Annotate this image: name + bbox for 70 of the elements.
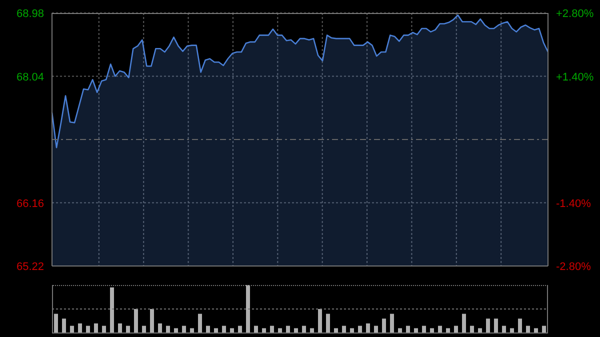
bar: [118, 323, 122, 333]
bar: [198, 314, 202, 333]
y-tick-label: 66.16: [16, 198, 44, 210]
bar: [462, 314, 466, 333]
bar: [54, 314, 58, 333]
bar: [62, 318, 66, 333]
bar: [142, 326, 146, 333]
bar: [134, 309, 138, 333]
bar: [238, 326, 242, 333]
bar: [422, 326, 426, 333]
bar: [478, 328, 482, 333]
bar: [254, 326, 258, 333]
bar: [406, 326, 410, 333]
bar: [166, 326, 170, 333]
bar: [542, 326, 546, 333]
bar: [70, 326, 74, 333]
bar: [526, 326, 530, 333]
y-tick-label: 68.04: [16, 71, 44, 84]
bar: [350, 328, 354, 333]
bar: [78, 323, 82, 333]
bar: [294, 328, 298, 333]
y2-tick-label: -1.40%: [556, 198, 592, 210]
bar: [190, 328, 194, 333]
bar: [102, 326, 106, 333]
bar: [366, 323, 370, 333]
bar: [518, 318, 522, 333]
bar: [502, 326, 506, 333]
bar: [390, 314, 394, 333]
bar: [262, 328, 266, 333]
bar: [494, 318, 498, 333]
bar: [446, 328, 450, 333]
y2-tick-label: +2.80%: [556, 8, 594, 20]
bar: [270, 326, 274, 333]
bar: [510, 328, 514, 333]
bar: [126, 326, 130, 333]
bar: [278, 328, 282, 333]
bar: [94, 323, 98, 333]
bar: [342, 326, 346, 333]
bar: [326, 314, 330, 333]
bar: [86, 326, 90, 333]
bar: [230, 328, 234, 333]
bar: [374, 326, 378, 333]
bar: [286, 326, 290, 333]
bar: [438, 326, 442, 333]
bar: [430, 328, 434, 333]
bar: [534, 328, 538, 333]
bar: [222, 326, 226, 333]
bar: [110, 287, 114, 333]
bar: [414, 328, 418, 333]
bar: [486, 318, 490, 333]
bar: [318, 309, 322, 333]
y2-tick-label: +1.40%: [556, 71, 594, 84]
bar: [206, 326, 210, 333]
bar: [174, 328, 178, 333]
bar: [150, 309, 154, 333]
bar: [334, 328, 338, 333]
y2-tick-label: -2.80%: [556, 261, 592, 273]
bar: [302, 326, 306, 333]
bar: [470, 326, 474, 333]
y-tick-label: 65.22: [16, 261, 44, 273]
bar: [214, 328, 218, 333]
bar: [182, 326, 186, 333]
y-tick-label: 68.98: [16, 8, 44, 20]
bar: [310, 328, 314, 333]
bar: [358, 326, 362, 333]
bar: [246, 285, 250, 333]
bar: [382, 318, 386, 333]
bar: [158, 323, 162, 333]
bar: [398, 328, 402, 333]
bar: [454, 326, 458, 333]
